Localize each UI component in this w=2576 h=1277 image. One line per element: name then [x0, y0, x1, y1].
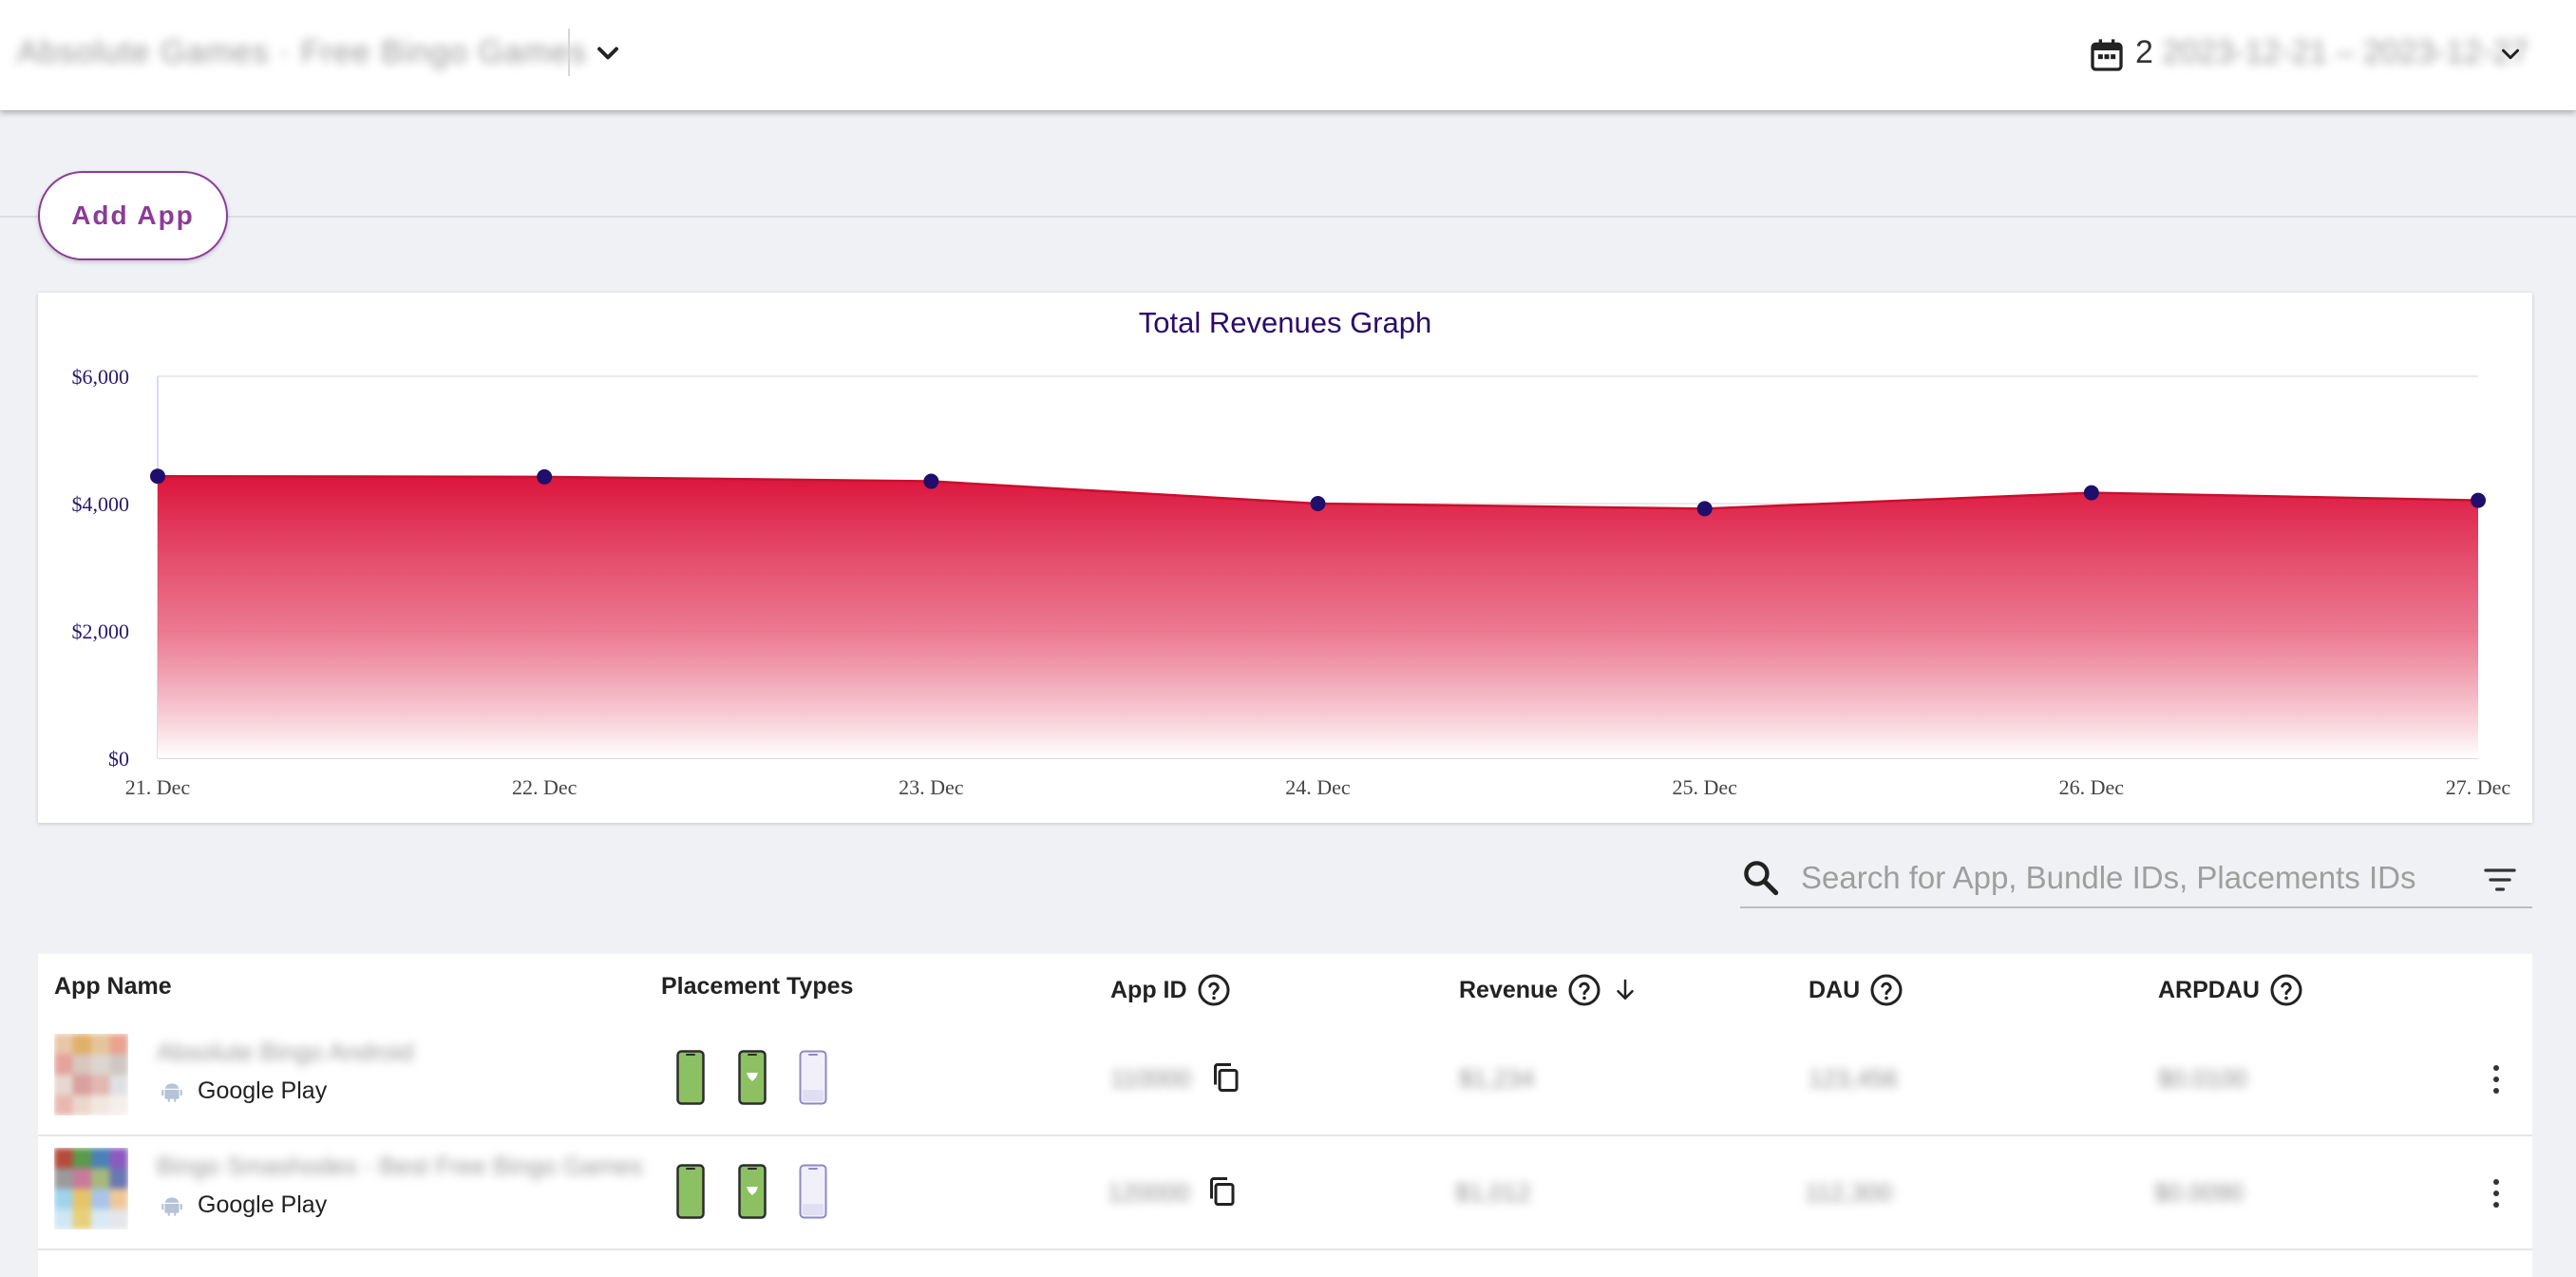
column-header-arpdau[interactable]: ARPDAU	[2158, 973, 2303, 1007]
column-header-label: ARPDAU	[2158, 976, 2260, 1003]
copy-icon[interactable]	[1208, 1060, 1242, 1095]
app-name[interactable]: Absolute Bingo Android	[157, 1038, 414, 1066]
android-icon	[161, 1082, 182, 1102]
chevron-down-icon[interactable]	[591, 36, 625, 70]
store-name: Google Play	[198, 1191, 328, 1218]
banner-placement-icon	[676, 1050, 705, 1105]
y-tick-label: $2,000	[72, 619, 130, 643]
help-icon[interactable]	[1197, 973, 1231, 1007]
help-icon[interactable]	[2269, 973, 2303, 1007]
rewarded-placement-icon	[799, 1050, 827, 1105]
arpdau-value: $0.0090	[2154, 1178, 2244, 1207]
android-icon	[161, 1196, 182, 1216]
data-point	[537, 468, 553, 485]
x-tick-label: 22. Dec	[512, 775, 578, 799]
help-icon[interactable]	[1567, 973, 1601, 1007]
app-icon[interactable]	[54, 1148, 128, 1229]
y-tick-label: $0	[108, 747, 129, 771]
arpdau-value: $0.0100	[2158, 1064, 2247, 1093]
data-point	[1696, 501, 1713, 517]
dau-value: 123,456	[1809, 1064, 1898, 1093]
filter-icon[interactable]	[2481, 861, 2519, 899]
banner-placement-icon	[676, 1164, 705, 1219]
calendar-icon[interactable]	[2088, 36, 2126, 74]
x-tick-label: 21. Dec	[125, 775, 191, 799]
x-tick-label: 24. Dec	[1285, 775, 1351, 799]
data-point	[1310, 496, 1326, 511]
store-name: Google Play	[198, 1077, 328, 1104]
date-range-value: 2023-12-21 – 2023-12-27	[2162, 34, 2529, 70]
help-icon[interactable]	[1869, 973, 1904, 1007]
revenue-area	[158, 476, 2478, 758]
data-point	[150, 468, 165, 485]
section-divider	[0, 216, 2576, 218]
column-header-dau[interactable]: DAU	[1809, 973, 1904, 1007]
data-point	[2083, 485, 2099, 501]
x-tick-label: 27. Dec	[2446, 775, 2511, 799]
app-store: Google Play	[160, 1191, 327, 1219]
sort-arrow-down-icon[interactable]	[1611, 976, 1639, 1004]
x-tick-label: 26. Dec	[2059, 775, 2125, 799]
interstitial-placement-icon	[738, 1050, 767, 1105]
date-range-prefix: 2	[2135, 34, 2153, 70]
x-tick-label: 23. Dec	[899, 775, 964, 799]
x-tick-label: 25. Dec	[1672, 775, 1737, 799]
search-bar	[1740, 848, 2532, 908]
app-icon[interactable]	[54, 1034, 128, 1115]
data-point	[2471, 492, 2486, 508]
dau-value: 112,300	[1805, 1178, 1893, 1207]
app-id: 110000	[1110, 1064, 1191, 1093]
column-header-app-id[interactable]: App ID	[1110, 973, 1231, 1007]
top-bar: Absolute Games · Free Bingo Games 2 2023…	[0, 0, 2576, 110]
date-range-picker[interactable]: 2 2023-12-21 – 2023-12-27	[2135, 34, 2529, 71]
chart-title: Total Revenues Graph	[1139, 306, 1431, 339]
y-tick-label: $4,000	[72, 492, 130, 516]
apps-table	[38, 954, 2532, 1277]
divider	[568, 29, 570, 76]
search-icon	[1744, 861, 1779, 896]
add-app-button[interactable]: Add App	[38, 171, 228, 260]
interstitial-placement-icon	[738, 1164, 767, 1219]
revenue-chart-card: Total Revenues Graph $0 $2,000 $4,000 $6,00…	[38, 293, 2532, 823]
organization-name[interactable]: Absolute Games · Free Bingo Games	[17, 34, 587, 70]
column-header-label: DAU	[1809, 976, 1861, 1003]
revenue-value: $1,012	[1455, 1178, 1531, 1207]
column-header-revenue[interactable]: Revenue	[1459, 973, 1639, 1007]
column-header-app-name[interactable]: App Name	[54, 973, 172, 1001]
copy-icon[interactable]	[1204, 1174, 1239, 1209]
search-input[interactable]	[1799, 855, 2449, 901]
column-header-label: Revenue	[1459, 976, 1559, 1003]
column-header-label: Placement Types	[661, 973, 854, 1000]
row-divider	[38, 1134, 2532, 1136]
chevron-down-icon[interactable]	[2496, 40, 2525, 68]
more-vert-icon[interactable]	[2483, 1174, 2510, 1212]
column-header-placement-types[interactable]: Placement Types	[661, 973, 853, 1001]
revenue-value: $1,234	[1459, 1064, 1535, 1093]
app-name[interactable]: Bingo Smashodes - Best Free Bingo Games	[157, 1152, 643, 1180]
more-vert-icon[interactable]	[2483, 1060, 2510, 1098]
revenue-chart: Total Revenues Graph $0 $2,000 $4,000 $6,00…	[72, 306, 2511, 799]
data-point	[923, 473, 939, 489]
row-divider	[38, 1248, 2532, 1250]
rewarded-placement-icon	[799, 1164, 827, 1219]
y-tick-label: $6,000	[72, 365, 130, 389]
app-id: 120000	[1108, 1178, 1190, 1207]
app-store: Google Play	[160, 1077, 327, 1105]
column-header-label: App ID	[1110, 976, 1187, 1003]
column-header-label: App Name	[54, 973, 172, 1000]
